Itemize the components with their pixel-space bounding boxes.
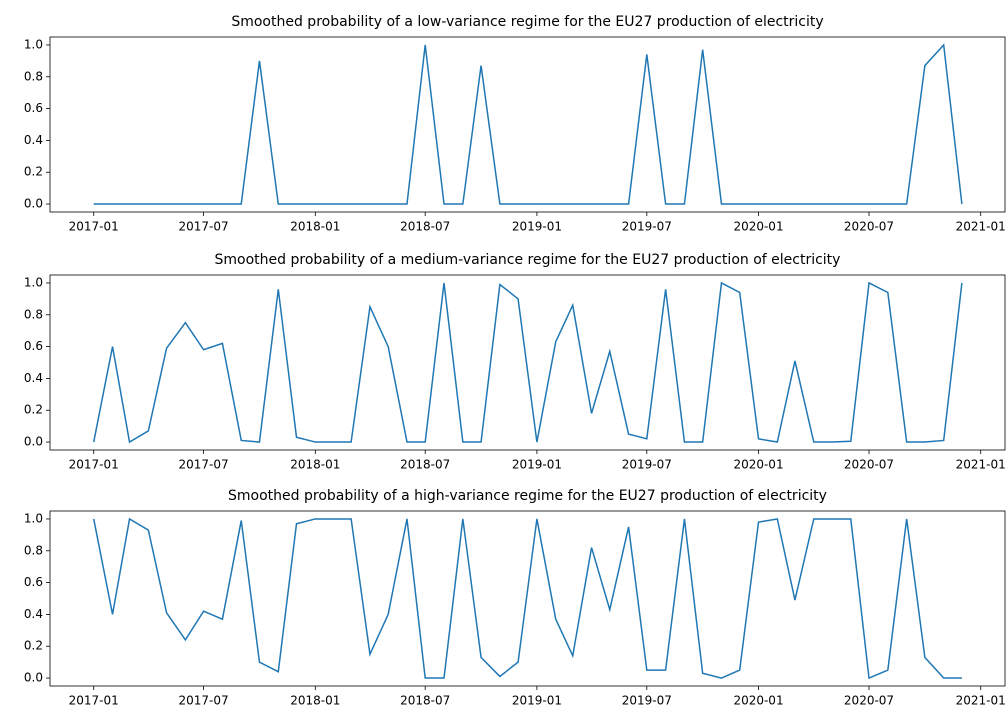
chart-title: Smoothed probability of a high-variance … (228, 488, 827, 504)
x-tick-label: 2019-01 (512, 694, 562, 708)
y-tick-label: 0.2 (24, 639, 43, 653)
x-tick-label: 2019-01 (512, 220, 562, 234)
x-tick-label: 2020-01 (733, 694, 783, 708)
y-tick-label: 1.0 (24, 275, 43, 289)
x-tick-label: 2018-01 (290, 458, 340, 472)
y-tick-label: 1.0 (24, 37, 43, 51)
y-tick-label: 0.0 (24, 197, 43, 211)
x-tick-label: 2017-07 (179, 458, 229, 472)
x-tick-label: 2020-07 (844, 220, 894, 234)
line-series (92, 517, 962, 680)
y-tick-label: 0.8 (24, 69, 43, 83)
x-tick-label: 2019-01 (512, 458, 562, 472)
axes-frame (49, 274, 1006, 451)
y-tick-label: 1.0 (24, 511, 43, 525)
line-series (93, 43, 963, 205)
x-tick-label: 2020-07 (844, 458, 894, 472)
x-tick-label: 2017-01 (69, 220, 119, 234)
x-tick-label: 2017-01 (69, 694, 119, 708)
y-tick-label: 0.6 (24, 339, 43, 353)
x-tick-label: 2019-07 (622, 694, 672, 708)
x-tick-label: 2017-01 (69, 458, 119, 472)
x-tick-label: 2021-01 (956, 458, 1006, 472)
x-tick-label: 2018-07 (400, 694, 450, 708)
y-tick-label: 0.6 (24, 575, 43, 589)
x-tick-label: 2018-01 (290, 694, 340, 708)
x-tick-label: 2021-01 (956, 694, 1006, 708)
x-tick-label: 2018-07 (400, 220, 450, 234)
x-tick-label: 2017-07 (179, 694, 229, 708)
y-tick-label: 0.0 (24, 435, 43, 449)
y-tick-label: 0.4 (24, 133, 43, 147)
x-tick-label: 2018-07 (400, 458, 450, 472)
axes-frame (49, 510, 1006, 687)
x-tick-label: 2018-01 (290, 220, 340, 234)
y-tick-label: 0.2 (24, 403, 43, 417)
chart-title: Smoothed probability of a medium-varianc… (215, 252, 841, 268)
line-series (92, 281, 963, 444)
chart-title: Smoothed probability of a low-variance r… (231, 14, 823, 30)
x-tick-label: 2019-07 (622, 220, 672, 234)
y-tick-label: 0.4 (24, 371, 43, 385)
x-tick-label: 2019-07 (622, 458, 672, 472)
x-tick-label: 2017-07 (179, 220, 229, 234)
y-tick-label: 0.8 (24, 543, 43, 557)
y-tick-label: 0.6 (24, 101, 43, 115)
x-tick-label: 2021-01 (956, 220, 1006, 234)
y-tick-label: 0.2 (24, 165, 43, 179)
y-tick-label: 0.8 (24, 307, 43, 321)
x-tick-label: 2020-01 (733, 458, 783, 472)
x-tick-label: 2020-07 (844, 694, 894, 708)
y-tick-label: 0.4 (24, 607, 43, 621)
axes-frame (49, 36, 1006, 213)
y-tick-label: 0.0 (24, 671, 43, 685)
x-tick-label: 2020-01 (733, 220, 783, 234)
